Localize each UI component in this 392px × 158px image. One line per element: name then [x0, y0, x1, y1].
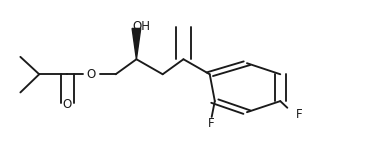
Text: F: F — [209, 117, 215, 130]
Text: O: O — [63, 98, 72, 111]
Text: F: F — [296, 108, 302, 121]
Text: OH: OH — [132, 20, 150, 33]
Polygon shape — [132, 28, 141, 59]
Text: O: O — [87, 68, 96, 81]
